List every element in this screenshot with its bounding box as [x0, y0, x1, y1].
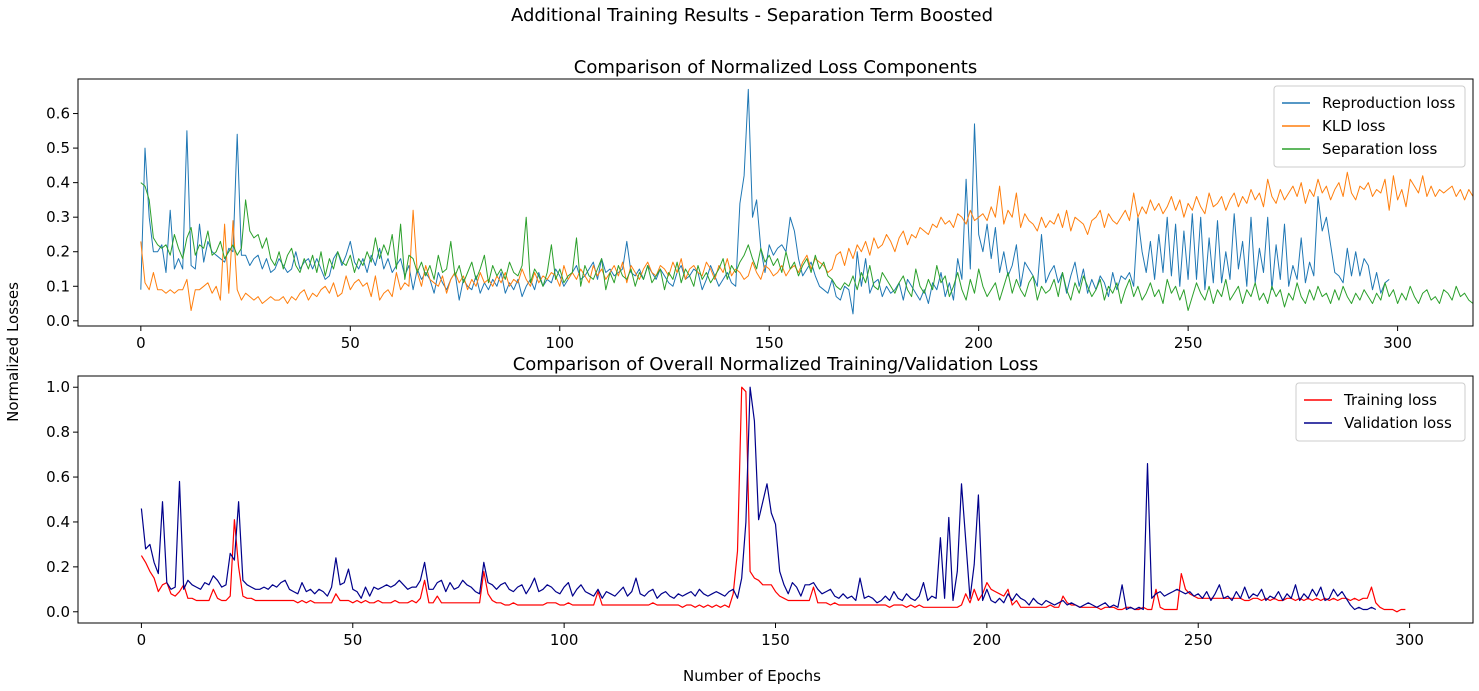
y-tick-label: 0.1: [46, 277, 70, 295]
series-line-validation-loss: [140, 386, 1377, 611]
x-tick-label: 300: [1383, 334, 1412, 352]
chart-top: Comparison of Normalized Loss Components…: [46, 57, 1474, 352]
x-tick-label: 250: [1174, 334, 1203, 352]
x-tick-label: 250: [1184, 631, 1213, 649]
legend-label: Reproduction loss: [1322, 94, 1455, 112]
legend-label: Validation loss: [1344, 414, 1452, 432]
y-tick-label: 0.2: [46, 558, 70, 576]
legend-label: Separation loss: [1322, 140, 1437, 158]
shared-x-axis-label: Number of Epochs: [683, 667, 821, 685]
y-tick-label: 0.4: [46, 513, 70, 531]
y-tick-label: 0.0: [46, 312, 70, 330]
y-tick-label: 1.0: [46, 378, 70, 396]
x-tick-label: 300: [1395, 631, 1424, 649]
legend-label: Training loss: [1343, 391, 1437, 409]
x-tick-label: 50: [343, 631, 362, 649]
x-tick-label: 200: [964, 334, 993, 352]
y-tick-label: 0.2: [46, 243, 70, 261]
legend: Reproduction loss KLD loss Separation loss: [1273, 85, 1466, 168]
x-tick-label: 150: [761, 631, 790, 649]
chart-title: Comparison of Overall Normalized Trainin…: [513, 354, 1039, 375]
y-tick-label: 0.5: [46, 139, 70, 157]
figure-suptitle: Additional Training Results - Separation…: [511, 5, 993, 26]
series-line-reproduction-loss: [140, 88, 1390, 315]
legend-label: KLD loss: [1322, 117, 1386, 135]
y-tick-label: 0.0: [46, 603, 70, 621]
x-tick-label: 0: [137, 631, 147, 649]
x-tick-label: 150: [755, 334, 784, 352]
y-tick-label: 0.8: [46, 423, 70, 441]
x-tick-label: 200: [973, 631, 1002, 649]
y-tick-label: 0.3: [46, 208, 70, 226]
plot-frame: [77, 78, 1474, 327]
y-tick-label: 0.6: [46, 468, 70, 486]
chart-bottom: Comparison of Overall Normalized Trainin…: [46, 354, 1474, 649]
y-tick-label: 0.4: [46, 174, 70, 192]
legend-box: [1295, 382, 1466, 442]
series-line-kld-loss: [140, 171, 1473, 311]
y-tick-label: 0.6: [46, 105, 70, 123]
x-tick-label: 50: [341, 334, 360, 352]
legend: Training loss Validation loss: [1295, 382, 1466, 442]
series-line-separation-loss: [140, 182, 1473, 311]
x-tick-label: 0: [136, 334, 146, 352]
shared-y-axis-label: Normalized Losses: [4, 282, 22, 422]
series-line-training-loss: [140, 386, 1406, 613]
x-tick-label: 100: [545, 334, 574, 352]
chart-title: Comparison of Normalized Loss Components: [574, 57, 977, 78]
legend-box: [1273, 85, 1466, 168]
x-tick-label: 100: [550, 631, 579, 649]
